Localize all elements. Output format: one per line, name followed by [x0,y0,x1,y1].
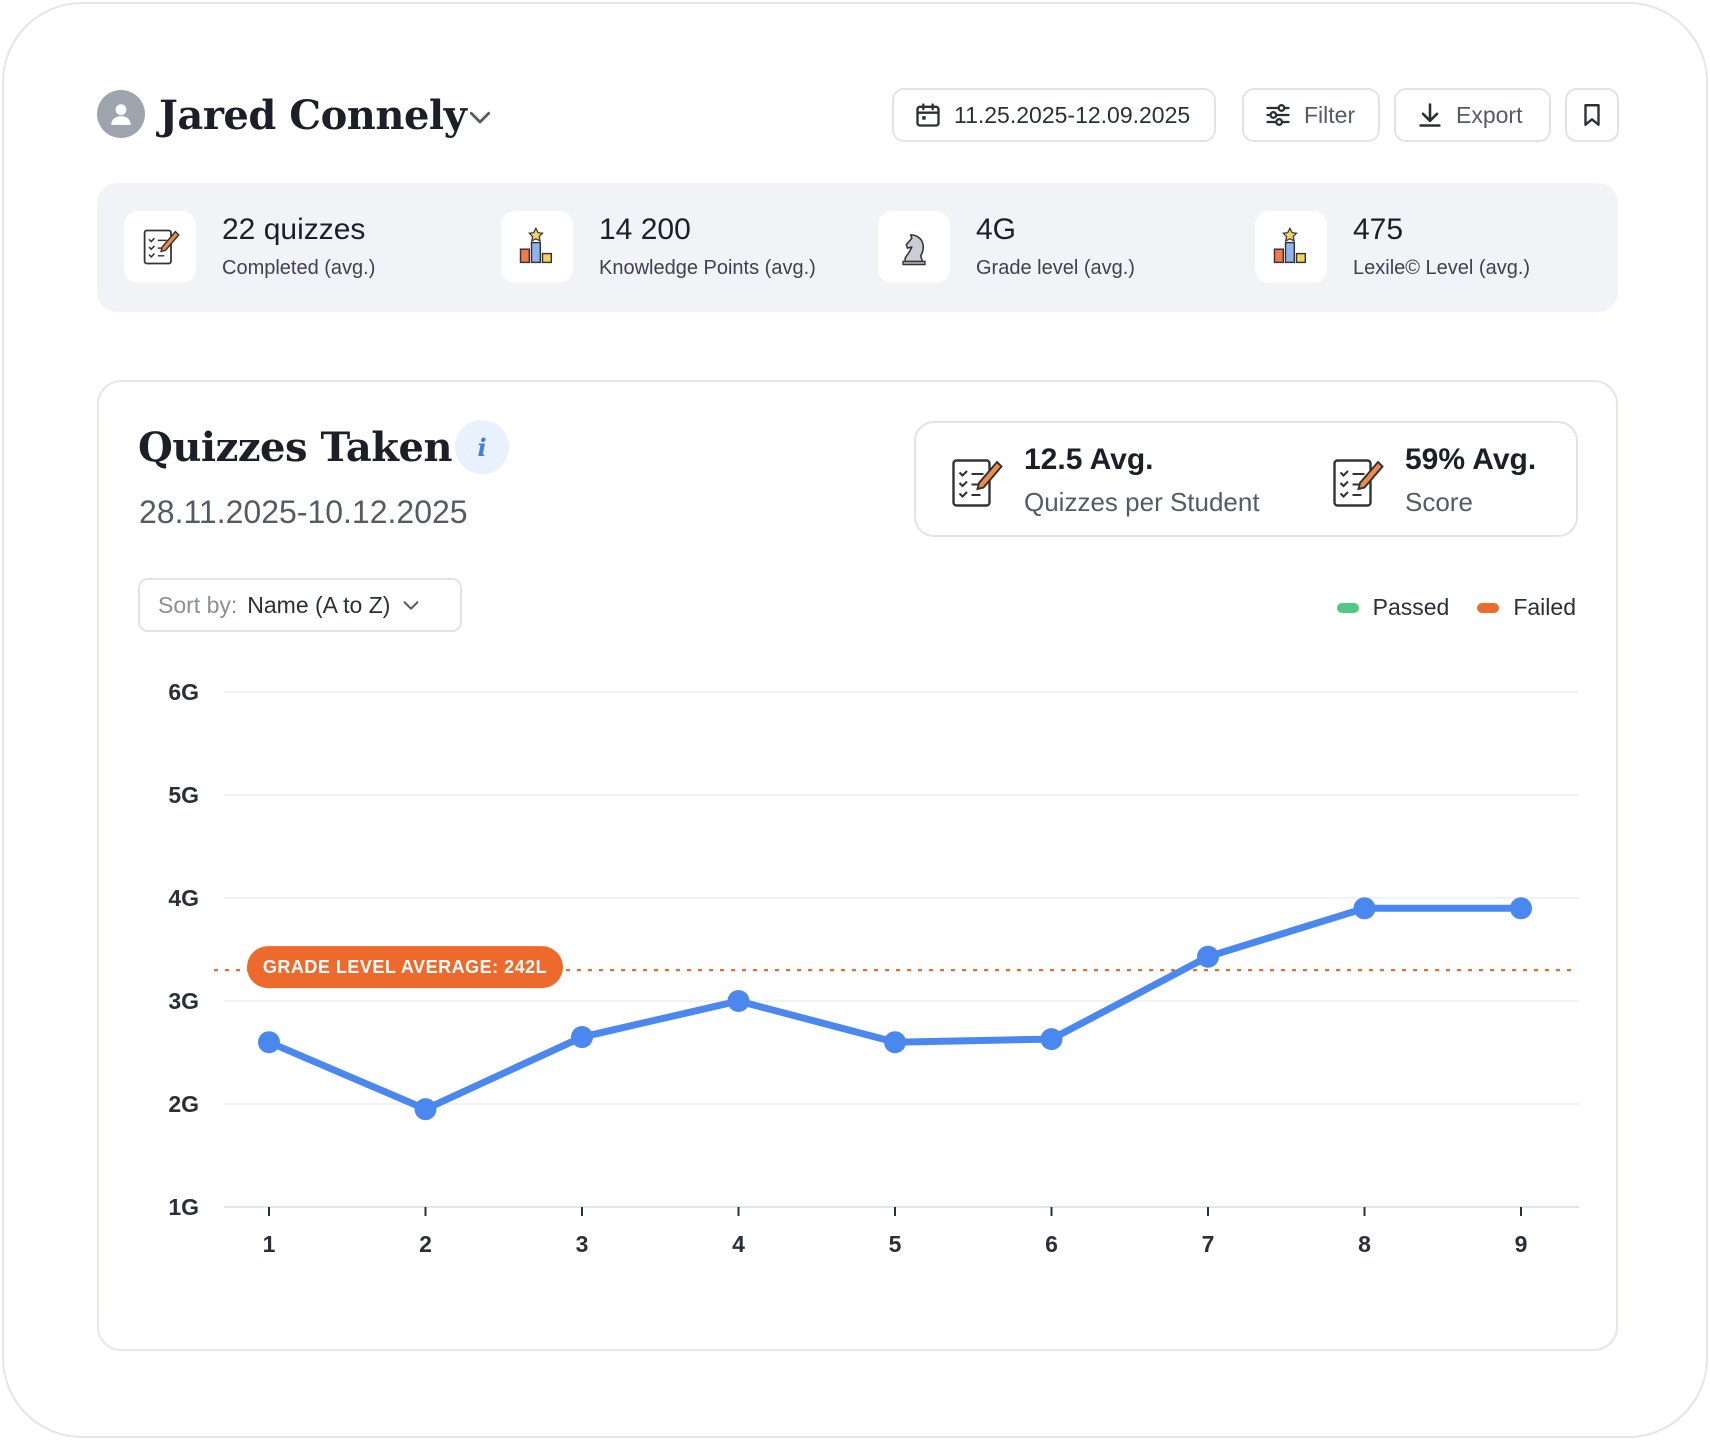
bookmark-button[interactable] [1565,88,1619,142]
sliders-icon [1266,104,1290,126]
filter-label: Filter [1304,101,1356,128]
summary-label: Score [1405,487,1473,517]
stat-label: Completed (avg.) [222,257,376,279]
data-point [884,1031,906,1054]
y-tick-label: 6G [168,679,199,705]
stat-label: Knowledge Points (avg.) [599,257,816,279]
date-range-button[interactable]: 11.25.2025-12.09.2025 [892,88,1216,142]
quizzes-taken-card: GRADE LEVEL AVERAGE: 242L 1G 2G 3G 4G 5G 6G 1 2… [97,380,1618,1351]
x-tick-label: 8 [1358,1231,1371,1257]
chess-knight-icon [878,211,950,283]
date-range-label: 11.25.2025-12.09.2025 [954,101,1191,128]
x-tick-label: 4 [732,1231,745,1257]
x-tick-label: 3 [576,1231,589,1257]
data-point [1040,1028,1063,1051]
sort-label: Sort by: [158,591,238,618]
info-icon[interactable]: i [455,420,509,474]
x-tick-label: 5 [889,1231,902,1257]
quiz-checklist-icon [124,211,196,283]
user-icon [111,104,131,125]
podium-star-icon [1255,211,1327,283]
data-point [1510,897,1532,920]
data-point [1353,897,1376,920]
chart-legend: Passed Failed [1336,594,1576,621]
grade-average-label: GRADE LEVEL AVERAGE: 242L [263,957,547,977]
quiz-checklist-icon [952,459,1003,507]
legend-label: Failed [1513,594,1576,620]
calendar-icon [916,103,940,127]
stats-strip: 22 quizzes Completed (avg.) 14 200 Knowl… [97,183,1618,312]
data-point [727,990,750,1012]
summary-value: 59% Avg. [1405,443,1537,476]
summary-value: 12.5 Avg. [1024,443,1154,476]
legend-label: Passed [1372,594,1450,620]
x-tick-label: 6 [1045,1231,1058,1257]
x-tick-label: 2 [419,1231,432,1257]
data-point [414,1098,437,1121]
chevron-down-icon[interactable] [465,102,495,132]
podium-star-icon [501,211,573,283]
y-tick-label: 3G [168,988,199,1014]
card-date-range: 28.11.2025-10.12.2025 [139,494,468,530]
x-tick-label: 7 [1202,1231,1215,1257]
legend-item-passed[interactable]: Passed [1336,594,1450,621]
filter-button[interactable]: Filter [1242,88,1380,142]
download-icon [1419,103,1441,127]
data-point [571,1026,593,1049]
legend-swatch [1336,602,1359,613]
user-name: Jared Connely [159,92,467,139]
stat-value: 14 200 [599,213,691,246]
y-tick-label: 4G [168,885,199,911]
grade-average-badge [247,946,563,989]
x-tick-label: 1 [263,1231,276,1257]
y-tick-label: 1G [168,1194,199,1220]
legend-swatch [1477,602,1500,613]
legend-item-failed[interactable]: Failed [1477,594,1576,621]
stat-label: Grade level (avg.) [976,257,1135,279]
quiz-checklist-icon [1333,459,1384,507]
export-label: Export [1456,101,1523,128]
sort-value: Name (A to Z) [247,591,391,618]
bookmark-icon [1584,104,1600,126]
page-header: Jared Connely 11.25.2025-12.09.2025 Filt… [97,86,1619,146]
summary-label: Quizzes per Student [1024,487,1260,517]
chevron-down-icon [403,601,419,610]
y-tick-label: 2G [168,1091,199,1117]
data-point [258,1031,280,1054]
y-tick-label: 5G [168,782,199,808]
series-line [265,904,1525,1113]
quizzes-line-chart: GRADE LEVEL AVERAGE: 242L 1G 2G 3G 4G 5G 6G 1 2… [168,679,1579,1257]
summary-panel: 12.5 Avg. Quizzes per Student 59% Avg. S… [914,421,1578,537]
stat-value: 475 [1353,213,1404,246]
data-point [1197,945,1219,968]
avatar[interactable] [97,90,145,138]
x-tick-label: 9 [1515,1231,1528,1257]
export-button[interactable]: Export [1394,88,1551,142]
stat-label: Lexile© Level (avg.) [1353,257,1531,279]
card-title: Quizzes Taken [138,424,453,471]
stat-value: 22 quizzes [222,213,366,246]
sort-dropdown[interactable]: Sort by: Name (A to Z) [138,578,462,632]
stat-value: 4G [976,213,1017,246]
